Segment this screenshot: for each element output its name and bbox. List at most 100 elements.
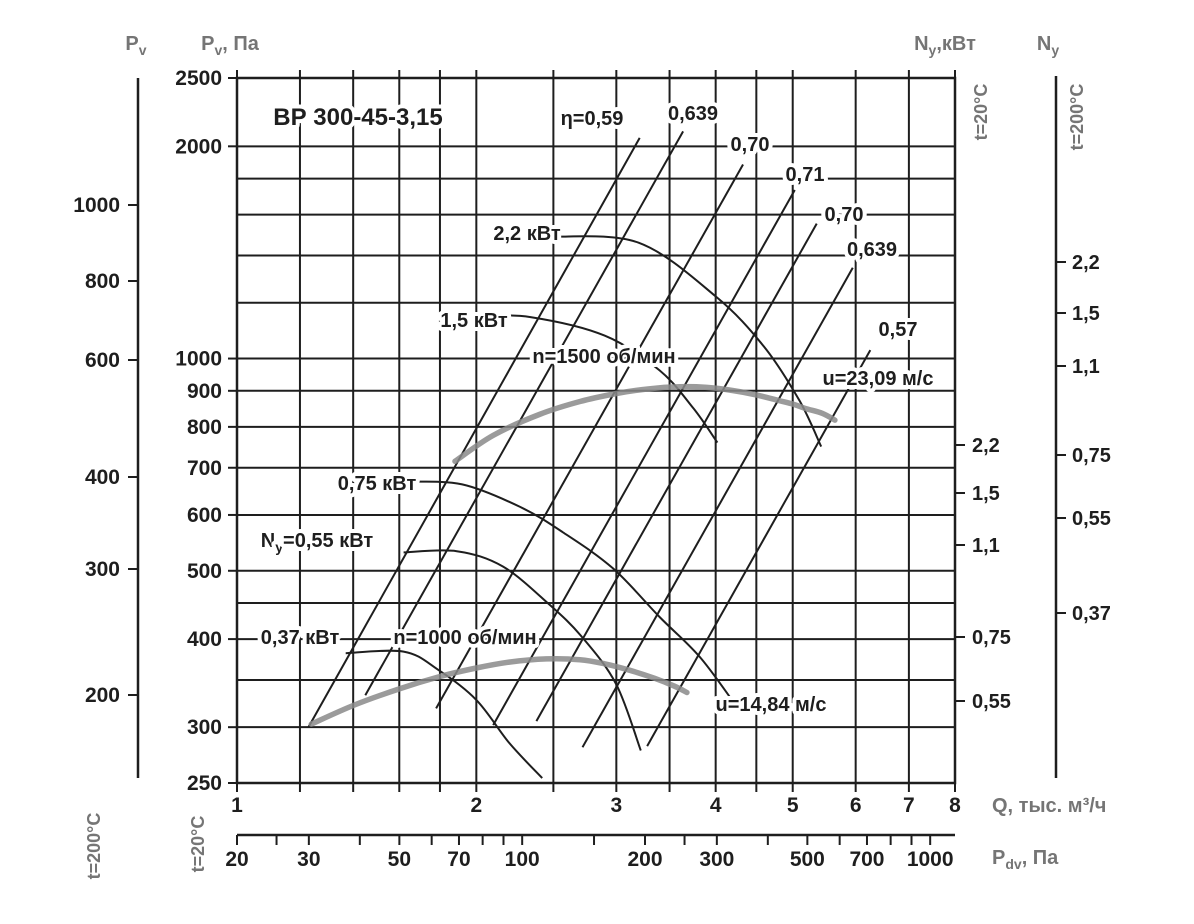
tick-label: 2500 [175, 67, 222, 90]
curve-annotation: u=23,09 м/с [823, 368, 934, 390]
tick-label: 300 [85, 558, 120, 581]
tick-label: 6 [850, 794, 862, 817]
efficiency-label: 0,70 [731, 134, 770, 156]
power-label: 0,37 кВт [261, 627, 340, 649]
tick-label: 1,1 [972, 535, 1000, 557]
dynamic-pressure-axis: 20 30 50 70 100 200 300 500 700 1000 Pdv, Па [225, 833, 1059, 872]
pressure-axis-inner: 2500 2000 1000 900 800 700 600 500 400 300 250 Pv, … [175, 33, 259, 872]
tick-label: 7 [903, 794, 915, 817]
efficiency-lines [307, 130, 872, 748]
plot-border [235, 76, 957, 785]
power-label: 0,75 кВт [338, 473, 417, 495]
tick-label: 5 [787, 794, 799, 817]
chart-annotations: ВР 300-45-3,15 η=0,59 0,6390,700,710,700,6… [257, 99, 938, 720]
tick-label: 200 [85, 684, 120, 707]
tick-label: 900 [187, 380, 222, 403]
efficiency-label: 0,639 [847, 239, 897, 261]
power-curve [551, 235, 823, 448]
tick-label: 500 [187, 560, 222, 583]
power-label: Ny=0,55 кВт [261, 530, 374, 555]
axis-title-flow: Q, тыс. м³/ч [992, 795, 1106, 817]
power-label: 1,5 кВт [440, 310, 508, 332]
tick-label: 8 [949, 794, 961, 817]
curve-annotation: u=14,84 м/с [716, 694, 827, 716]
condition-label-t20: t=20°C [188, 816, 208, 873]
efficiency-line [364, 130, 684, 696]
tick-label: 2000 [175, 135, 222, 158]
tick-label: 600 [85, 349, 120, 372]
power-label: 2,2 кВт [493, 223, 561, 245]
fan-curve [452, 383, 838, 465]
tick-label: 1000 [175, 348, 222, 371]
tick-label: 0,75 [1072, 445, 1111, 467]
efficiency-line [492, 189, 796, 726]
fan-curve [308, 655, 690, 727]
tick-label: 800 [85, 270, 120, 293]
axis-title-pressure-200: Pv [125, 33, 146, 58]
tick-label: 1,5 [1072, 303, 1100, 325]
tick-label: 2,2 [972, 435, 1000, 457]
condition-label-t200: t=200°C [84, 813, 104, 880]
efficiency-line [435, 163, 744, 709]
tick-label: 3 [610, 794, 622, 817]
power-curves [345, 235, 823, 779]
efficiency-label: η=0,59 [561, 108, 624, 130]
tick-label: 250 [187, 772, 222, 795]
tick-label: 1000 [907, 848, 954, 871]
tick-label: 1 [231, 794, 243, 817]
power-curve [407, 480, 742, 713]
power-axis-inner: 2,2 1,5 1,1 0,75 0,55 Ny,кВт t=20°C [914, 33, 1011, 713]
tick-label: 0,75 [972, 627, 1011, 649]
tick-label: 400 [85, 466, 120, 489]
efficiency-line [581, 267, 854, 748]
tick-label: 0,37 [1072, 603, 1111, 625]
tick-label: 0,55 [972, 691, 1011, 713]
tick-label: 70 [447, 848, 470, 871]
power-curve [345, 649, 543, 779]
tick-label: 30 [297, 848, 320, 871]
tick-label: 2 [470, 794, 482, 817]
axis-title-dynamic-pressure: Pdv, Па [992, 847, 1059, 872]
curve-annotation: n=1000 об/мин [393, 627, 536, 649]
tick-label: 100 [505, 848, 540, 871]
tick-label: 200 [627, 848, 662, 871]
tick-label: 800 [187, 416, 222, 439]
tick-label: 1000 [73, 194, 120, 217]
flow-axis: 1 2 3 4 5 6 7 8 Q, тыс. м³/ч [231, 794, 1106, 817]
tick-label: 700 [187, 457, 222, 480]
tick-label: 0,55 [1072, 508, 1111, 530]
efficiency-label: 0,71 [786, 164, 825, 186]
grid [236, 70, 956, 792]
chart-title: ВР 300-45-3,15 [273, 104, 442, 131]
axis-title-power-200: Ny [1037, 33, 1059, 58]
tick-label: 500 [790, 848, 825, 871]
tick-label: 1,1 [1072, 356, 1100, 378]
fan-curves [308, 383, 838, 727]
power-axis-outer: 2,2 1,5 1,1 0,75 0,55 0,37 Ny t=200°C [1037, 33, 1111, 778]
efficiency-label: 0,70 [825, 204, 864, 226]
tick-label: 20 [225, 848, 248, 871]
power-curve [478, 314, 719, 444]
tick-label: 2,2 [1072, 252, 1100, 274]
tick-label: 4 [710, 794, 722, 817]
tick-label: 50 [388, 848, 411, 871]
axis-title-power-20: Ny,кВт [914, 33, 976, 58]
tick-label: 700 [849, 848, 884, 871]
condition-label-t20-right: t=20°C [971, 84, 991, 141]
efficiency-label: 0,57 [879, 319, 918, 341]
efficiency-line [307, 137, 641, 728]
power-curve [403, 549, 642, 751]
tick-label: 300 [699, 848, 734, 871]
efficiency-label: 0,639 [668, 103, 718, 125]
axis-title-pressure-20: Pv, Па [201, 33, 260, 58]
pressure-axis-outer: 1000 800 600 400 300 200 Pv t=200°C [73, 33, 146, 879]
tick-label: 600 [187, 504, 222, 527]
tick-label: 400 [187, 628, 222, 651]
efficiency-line [535, 223, 818, 722]
tick-label: 300 [187, 716, 222, 739]
condition-label-t200-right: t=200°C [1067, 84, 1087, 151]
curve-annotation: n=1500 об/мин [532, 346, 675, 368]
tick-label: 1,5 [972, 483, 1000, 505]
